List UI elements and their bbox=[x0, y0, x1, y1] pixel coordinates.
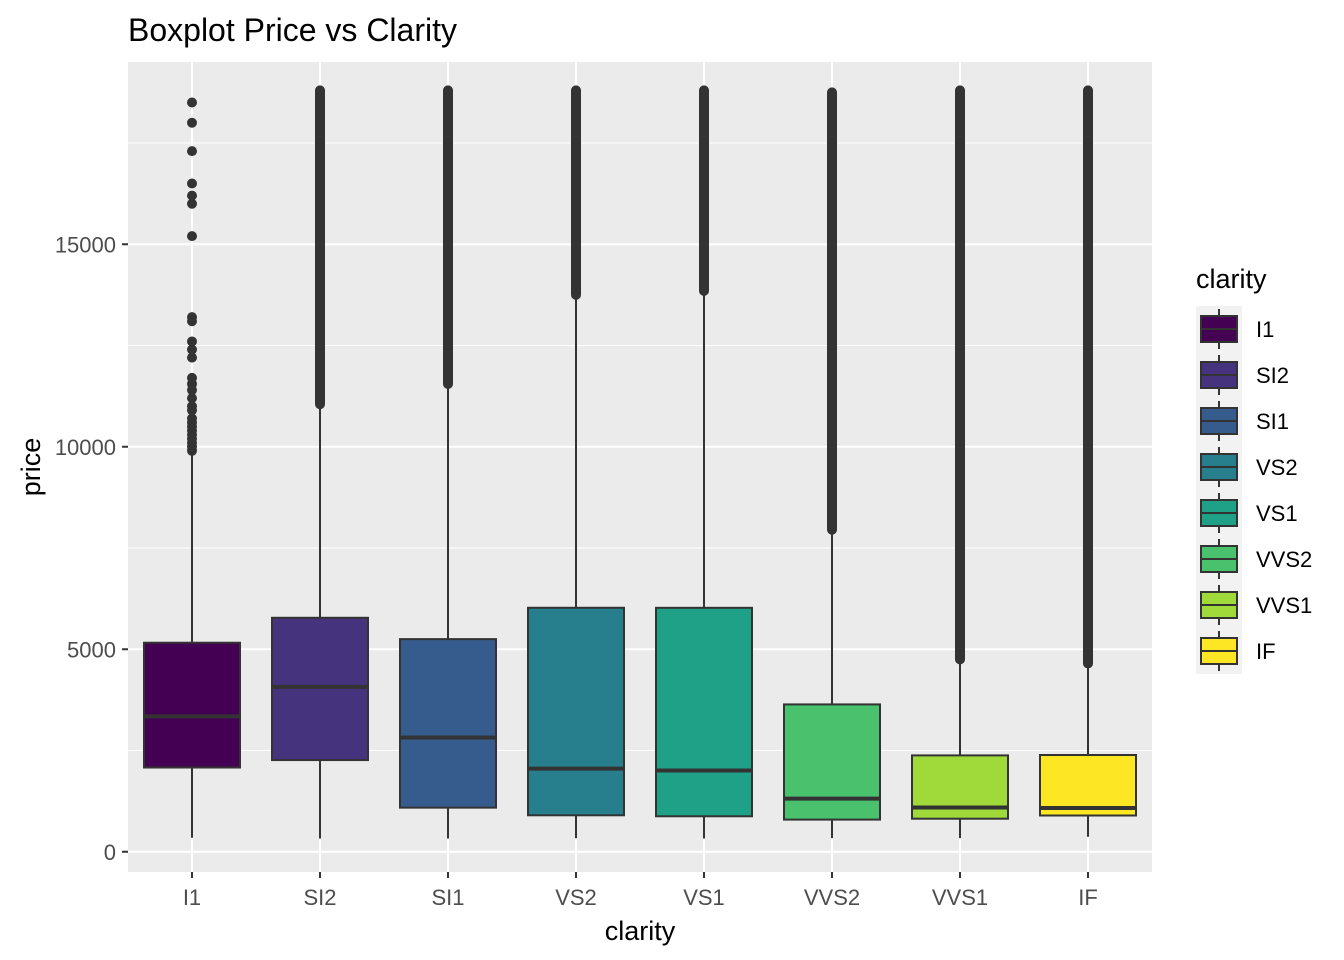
outlier-band bbox=[571, 85, 581, 300]
y-tick-label: 10000 bbox=[55, 435, 116, 460]
box-body bbox=[783, 703, 881, 821]
y-tick-label: 15000 bbox=[55, 232, 116, 257]
box-SI2 bbox=[271, 85, 369, 839]
x-tick-label: VS2 bbox=[555, 885, 597, 910]
box-VVS2 bbox=[783, 87, 881, 839]
box-body bbox=[399, 638, 497, 809]
legend-label: SI1 bbox=[1256, 409, 1289, 434]
outlier-band bbox=[827, 87, 837, 535]
outlier-point bbox=[187, 344, 197, 355]
legend: clarity I1 SI2 SI1 VS2 VS1 VVS2 VVS1 IF bbox=[1196, 264, 1312, 674]
outlier-point bbox=[187, 146, 197, 157]
outlier-point bbox=[187, 190, 197, 201]
y-axis-title: price bbox=[16, 438, 46, 497]
legend-item-VS1: VS1 bbox=[1196, 490, 1298, 536]
outlier-point bbox=[187, 413, 197, 424]
box-body bbox=[1039, 753, 1137, 817]
legend-item-IF: IF bbox=[1196, 628, 1276, 674]
outlier-point bbox=[187, 336, 197, 347]
box-SI1 bbox=[399, 85, 497, 839]
x-tick-label: SI1 bbox=[431, 885, 464, 910]
outlier-point bbox=[187, 312, 197, 323]
legend-label: VVS2 bbox=[1256, 547, 1312, 572]
legend-label: I1 bbox=[1256, 317, 1274, 342]
legend-item-SI1: SI1 bbox=[1196, 398, 1289, 444]
x-tick-label: VS1 bbox=[683, 885, 725, 910]
outlier-point bbox=[187, 231, 197, 242]
chart-title: Boxplot Price vs Clarity bbox=[128, 12, 457, 48]
legend-item-SI2: SI2 bbox=[1196, 352, 1289, 398]
outlier-point bbox=[187, 198, 197, 209]
axes: 0 5000 10000 15000 I1 SI2 SI1 VS2 VS1 VVS2 VVS1 IF bbox=[55, 232, 1098, 910]
x-tick-label: VVS1 bbox=[932, 885, 988, 910]
x-tick-label: VVS2 bbox=[804, 885, 860, 910]
legend-title: clarity bbox=[1196, 264, 1267, 294]
outlier-band bbox=[443, 85, 453, 389]
x-tick-label: I1 bbox=[183, 885, 201, 910]
legend-item-VS2: VS2 bbox=[1196, 444, 1298, 490]
outlier-point bbox=[187, 97, 197, 108]
x-axis-title: clarity bbox=[605, 916, 676, 946]
box-IF bbox=[1039, 85, 1137, 837]
box-body bbox=[271, 616, 369, 762]
boxes bbox=[143, 85, 1137, 839]
outlier-point bbox=[187, 352, 197, 363]
outlier-band bbox=[315, 85, 325, 410]
legend-item-VVS1: VVS1 bbox=[1196, 582, 1312, 628]
outlier-band bbox=[955, 85, 965, 665]
outlier-point bbox=[187, 372, 197, 383]
legend-item-I1: I1 bbox=[1196, 306, 1274, 352]
y-tick-label: 5000 bbox=[67, 637, 116, 662]
box-I1 bbox=[143, 97, 241, 838]
outlier-point bbox=[187, 401, 197, 412]
box-body bbox=[143, 641, 241, 769]
legend-label: IF bbox=[1256, 639, 1276, 664]
legend-label: VVS1 bbox=[1256, 593, 1312, 618]
outlier-point bbox=[187, 393, 197, 404]
outlier-band bbox=[699, 85, 709, 296]
outlier-point bbox=[187, 117, 197, 128]
legend-label: SI2 bbox=[1256, 363, 1289, 388]
outlier-band bbox=[1083, 85, 1093, 669]
x-tick-label: IF bbox=[1078, 885, 1098, 910]
box-VS2 bbox=[527, 85, 625, 839]
legend-label: VS1 bbox=[1256, 501, 1298, 526]
box-VVS1 bbox=[911, 85, 1009, 839]
outlier-point bbox=[187, 178, 197, 189]
y-tick-label: 0 bbox=[104, 840, 116, 865]
legend-label: VS2 bbox=[1256, 455, 1298, 480]
legend-item-VVS2: VVS2 bbox=[1196, 536, 1312, 582]
box-VS1 bbox=[655, 85, 753, 839]
box-body bbox=[655, 606, 753, 818]
box-body bbox=[527, 606, 625, 817]
x-tick-label: SI2 bbox=[303, 885, 336, 910]
